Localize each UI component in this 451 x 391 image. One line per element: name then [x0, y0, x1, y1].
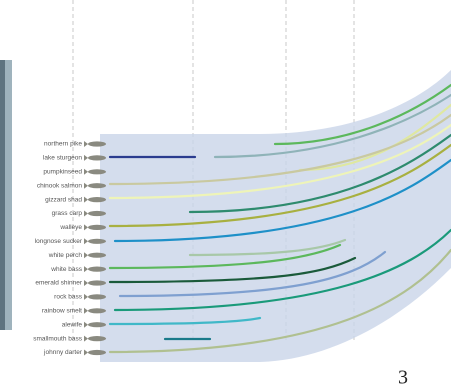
fish-icon — [88, 155, 106, 160]
species-label: alewife — [62, 321, 83, 328]
species-label: pumpkinseed — [43, 169, 82, 176]
species-label: rock bass — [54, 294, 83, 301]
fish-icon — [88, 253, 106, 258]
species-label: smallmouth bass — [33, 335, 83, 342]
species-label: northern pike — [44, 141, 82, 148]
fish-icon — [88, 336, 106, 341]
species-label: emerald shinner — [35, 280, 82, 287]
fish-icon — [88, 308, 106, 313]
species-label: chinook salmon — [37, 182, 83, 189]
page-number: 3 — [398, 367, 408, 389]
fish-icon — [88, 225, 106, 230]
fish-icon — [88, 141, 106, 146]
photo-shadow — [0, 60, 5, 330]
species-label: gizzard shad — [45, 196, 82, 203]
species-label: longnose sucker — [35, 238, 83, 245]
species-label: walleye — [59, 224, 82, 231]
fish-icon — [88, 322, 106, 327]
fish-icon — [88, 183, 106, 188]
species-label: white perch — [48, 252, 83, 259]
fish-icon — [88, 211, 106, 216]
fish-icon — [88, 267, 106, 272]
fish-icon — [88, 239, 106, 244]
species-label: white bass — [50, 266, 82, 273]
species-label: johnny darter — [43, 349, 83, 356]
species-label: rainbow smelt — [42, 308, 82, 315]
fish-icon — [88, 169, 106, 174]
fish-icon — [88, 197, 106, 202]
fish-icon — [88, 280, 106, 285]
species-label: grass carp — [52, 210, 83, 217]
species-label: lake sturgeon — [43, 155, 82, 162]
fish-icon — [88, 350, 106, 355]
slide: northern pike lake sturgeon pumpkinseed chi… — [0, 0, 451, 391]
fish-icon — [88, 294, 106, 299]
